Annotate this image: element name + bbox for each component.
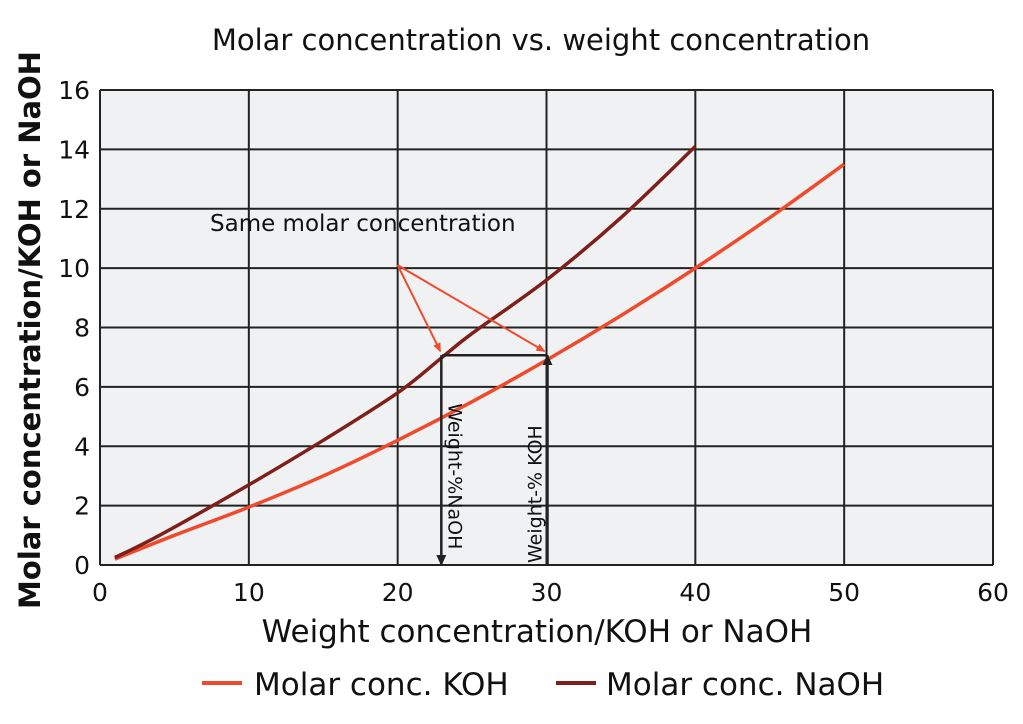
x-tick-label: 10 <box>233 578 265 607</box>
x-tick-labels: 0 10 20 30 40 50 60 <box>92 578 1009 607</box>
y-tick-label: 6 <box>74 373 90 402</box>
y-tick-label: 12 <box>58 195 90 224</box>
chart-title: Molar concentration vs. weight concentra… <box>212 23 870 57</box>
x-tick-label: 30 <box>531 578 563 607</box>
annotations: Same molar concentration Weight-%NaOH Weig… <box>210 211 553 566</box>
legend: Molar conc. KOH Molar conc. NaOH <box>202 667 884 703</box>
y-axis-label: Molar concentration/KOH or NaOH <box>13 51 47 609</box>
y-tick-label: 16 <box>58 76 90 105</box>
annotation-same-molar: Same molar concentration <box>210 211 516 237</box>
y-tick-label: 4 <box>74 432 90 461</box>
series-line-naoh <box>114 145 697 560</box>
x-tick-label: 20 <box>382 578 414 607</box>
legend-label-naoh: Molar conc. NaOH <box>606 667 884 703</box>
x-tick-label: 0 <box>92 578 108 607</box>
y-tick-label: 14 <box>58 135 90 164</box>
arrow-to-naoh <box>396 264 442 353</box>
arrow-to-koh <box>397 264 546 353</box>
annotation-weight-koh: Weight-% KOH <box>525 425 547 563</box>
annotation-weight-naoh: Weight-%NaOH <box>443 403 465 549</box>
y-tick-labels: 0 2 4 6 8 10 12 14 16 <box>58 76 90 580</box>
y-tick-label: 10 <box>58 254 90 283</box>
y-tick-label: 0 <box>74 551 90 580</box>
x-tick-label: 40 <box>679 578 711 607</box>
y-tick-label: 8 <box>74 314 90 343</box>
x-axis-label: Weight concentration/KOH or NaOH <box>262 614 813 650</box>
x-tick-label: 60 <box>977 578 1009 607</box>
y-tick-label: 2 <box>74 492 90 521</box>
series-group <box>114 145 846 561</box>
legend-label-koh: Molar conc. KOH <box>254 667 509 703</box>
x-tick-label: 50 <box>828 578 860 607</box>
series-line-koh <box>114 162 846 561</box>
